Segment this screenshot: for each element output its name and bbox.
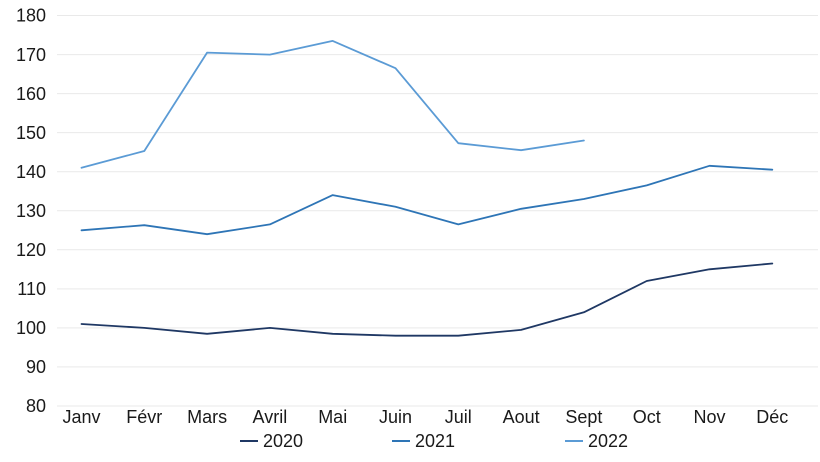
series-line-2020 bbox=[80, 262, 774, 337]
x-axis-tick-label: Mars bbox=[187, 407, 227, 427]
legend-item-2021: 2021 bbox=[392, 431, 455, 451]
legend-swatch-2020 bbox=[240, 440, 258, 442]
legend-item-2022: 2022 bbox=[565, 431, 628, 451]
x-axis-tick-label: Mai bbox=[318, 407, 347, 427]
legend-label-2021: 2021 bbox=[415, 431, 456, 451]
y-axis-tick-label: 160 bbox=[16, 84, 46, 104]
x-axis-tick-label: Juin bbox=[379, 407, 412, 427]
legend-swatch-2022 bbox=[565, 440, 583, 442]
y-axis-tick-label: 90 bbox=[26, 357, 46, 377]
y-axis-tick-label: 120 bbox=[16, 240, 46, 260]
y-axis-tick-label: 110 bbox=[17, 279, 46, 299]
x-axis-tick-label: Janv bbox=[62, 407, 100, 427]
x-axis-tick-label: Avril bbox=[253, 407, 288, 427]
y-axis-tick-label: 130 bbox=[16, 201, 46, 221]
y-axis-tick-label: 140 bbox=[16, 162, 46, 182]
x-axis-tick-label: Aout bbox=[503, 407, 540, 427]
x-axis-tick-label: Sept bbox=[565, 407, 602, 427]
legend-swatch-2021 bbox=[392, 440, 410, 442]
x-axis-tick-label: Nov bbox=[693, 407, 725, 427]
y-axis-tick-label: 80 bbox=[26, 396, 46, 416]
y-axis-tick-label: 170 bbox=[16, 45, 46, 65]
y-axis-tick-label: 150 bbox=[16, 123, 46, 143]
series-line-2021 bbox=[80, 164, 774, 236]
legend: 2020 2021 2022 bbox=[0, 431, 820, 453]
y-axis-tick-label: 180 bbox=[16, 6, 46, 26]
legend-item-2020: 2020 bbox=[240, 431, 303, 451]
y-axis-tick-label: 100 bbox=[16, 318, 46, 338]
x-axis-tick-label: Juil bbox=[445, 407, 472, 427]
legend-label-2020: 2020 bbox=[263, 431, 304, 451]
x-axis-tick-label: Oct bbox=[633, 407, 661, 427]
x-axis-tick-label: Déc bbox=[756, 407, 788, 427]
x-axis-tick-label: Févr bbox=[126, 407, 162, 427]
series-line-2022 bbox=[80, 40, 585, 169]
legend-label-2022: 2022 bbox=[588, 431, 629, 451]
